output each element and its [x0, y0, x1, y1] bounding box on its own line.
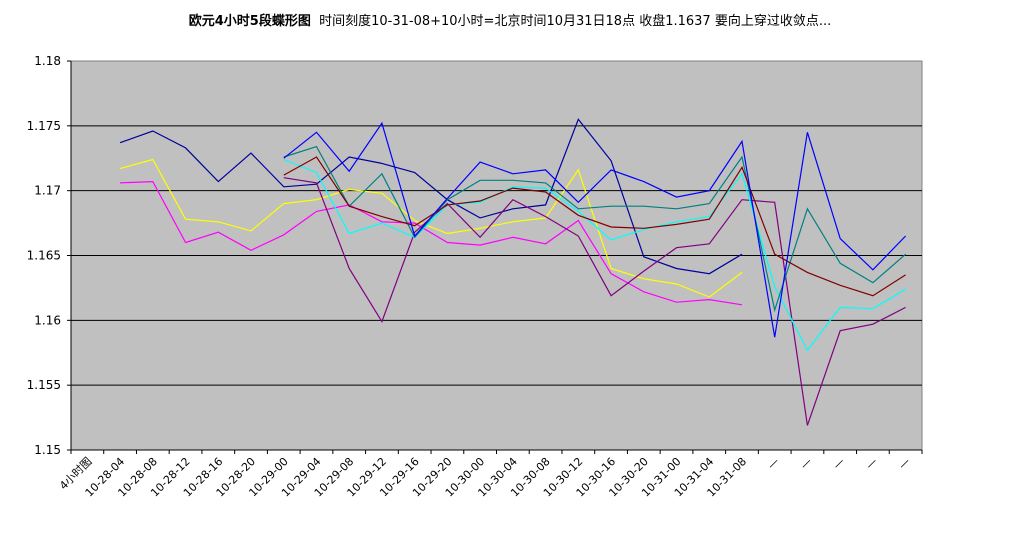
- chart-title-main: 欧元4小时5段蝶形图: [188, 14, 311, 29]
- y-tick-label: 1.17: [34, 184, 61, 198]
- y-tick-label: 1.165: [27, 249, 61, 263]
- y-tick-label: 1.18: [34, 54, 61, 68]
- series-line-6: [283, 145, 906, 313]
- x-tick-label: —: [765, 455, 782, 472]
- chart-title: 欧元4小时5段蝶形图 时间刻度10-31-08+10小时=北京时间10月31日1…: [0, 10, 1020, 29]
- series-line-1: [119, 118, 743, 275]
- y-tick-label: 1.16: [34, 313, 61, 327]
- x-tick-label: —: [798, 455, 815, 472]
- y-tick-label: 1.15: [34, 443, 61, 457]
- x-tick-label: —: [830, 455, 847, 472]
- series-line-8: [283, 121, 907, 338]
- series-line-3: [120, 180, 743, 306]
- series-line-5: [283, 158, 906, 352]
- series-line-2: [119, 158, 743, 298]
- x-tick-label: —: [863, 455, 880, 472]
- y-tick-label: 1.155: [27, 378, 61, 392]
- y-tick-label: 1.175: [27, 119, 61, 133]
- x-tick-label: —: [896, 455, 913, 472]
- series-line-7: [283, 156, 906, 297]
- series-line-4: [283, 177, 906, 426]
- chart-title-sub: 时间刻度10-31-08+10小时=北京时间10月31日18点 收盘1.1637…: [319, 14, 832, 29]
